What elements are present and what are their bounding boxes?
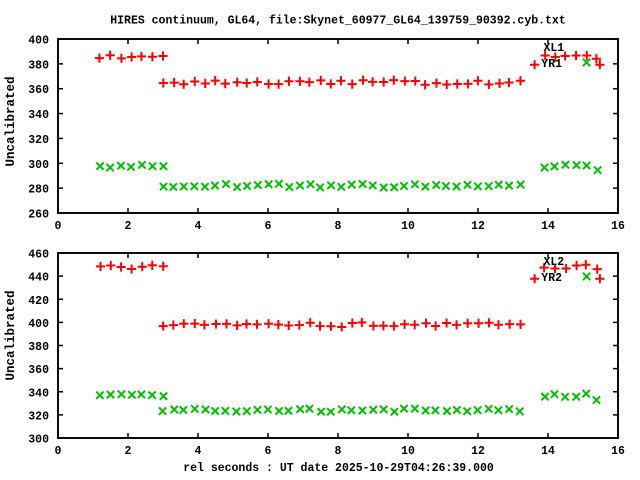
svg-text:340: 340 — [28, 387, 49, 400]
svg-text:Uncalibrated: Uncalibrated — [4, 76, 18, 166]
svg-text:8: 8 — [335, 220, 342, 233]
svg-text:420: 420 — [28, 295, 49, 308]
svg-text:4: 4 — [195, 445, 202, 458]
svg-text:6: 6 — [265, 220, 272, 233]
svg-text:HIRES continuum, GL64, file:Sk: HIRES continuum, GL64, file:Skynet_60977… — [110, 15, 565, 28]
svg-text:XL2: XL2 — [544, 256, 565, 269]
svg-text:6: 6 — [265, 445, 272, 458]
svg-text:12: 12 — [471, 220, 485, 233]
svg-text:12: 12 — [471, 445, 485, 458]
svg-text:380: 380 — [28, 59, 49, 72]
svg-text:16: 16 — [611, 445, 625, 458]
svg-text:260: 260 — [28, 209, 49, 222]
svg-text:10: 10 — [401, 220, 415, 233]
svg-text:2: 2 — [125, 220, 132, 233]
svg-text:360: 360 — [28, 84, 49, 97]
svg-text:320: 320 — [28, 410, 49, 423]
svg-text:0: 0 — [55, 445, 62, 458]
svg-text:14: 14 — [541, 220, 555, 233]
svg-text:2: 2 — [125, 445, 132, 458]
svg-text:400: 400 — [28, 318, 49, 331]
svg-text:380: 380 — [28, 341, 49, 354]
svg-text:460: 460 — [28, 249, 49, 262]
svg-text:320: 320 — [28, 134, 49, 147]
svg-text:10: 10 — [401, 445, 415, 458]
svg-text:XL1: XL1 — [544, 42, 565, 55]
svg-text:400: 400 — [28, 35, 49, 48]
svg-text:16: 16 — [611, 220, 625, 233]
svg-text:YR1: YR1 — [541, 58, 562, 71]
svg-text:14: 14 — [541, 445, 555, 458]
svg-text:280: 280 — [28, 184, 49, 197]
svg-text:8: 8 — [335, 445, 342, 458]
svg-text:340: 340 — [28, 109, 49, 122]
svg-text:0: 0 — [55, 220, 62, 233]
svg-text:4: 4 — [195, 220, 202, 233]
svg-text:300: 300 — [28, 434, 49, 447]
svg-text:YR2: YR2 — [541, 272, 562, 285]
svg-text:360: 360 — [28, 364, 49, 377]
svg-text:300: 300 — [28, 159, 49, 172]
svg-text:440: 440 — [28, 272, 49, 285]
svg-text:Uncalibrated: Uncalibrated — [4, 290, 18, 380]
svg-text:rel seconds : UT date 2025-10-: rel seconds : UT date 2025-10-29T04:26:3… — [183, 462, 494, 475]
